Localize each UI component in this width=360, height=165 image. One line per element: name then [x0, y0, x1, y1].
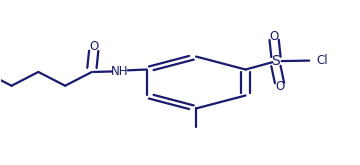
Text: O: O — [270, 30, 279, 43]
Text: O: O — [89, 40, 98, 53]
Text: O: O — [275, 80, 284, 93]
Text: Cl: Cl — [316, 54, 328, 67]
Text: S: S — [271, 54, 280, 68]
Text: NH: NH — [111, 65, 129, 78]
